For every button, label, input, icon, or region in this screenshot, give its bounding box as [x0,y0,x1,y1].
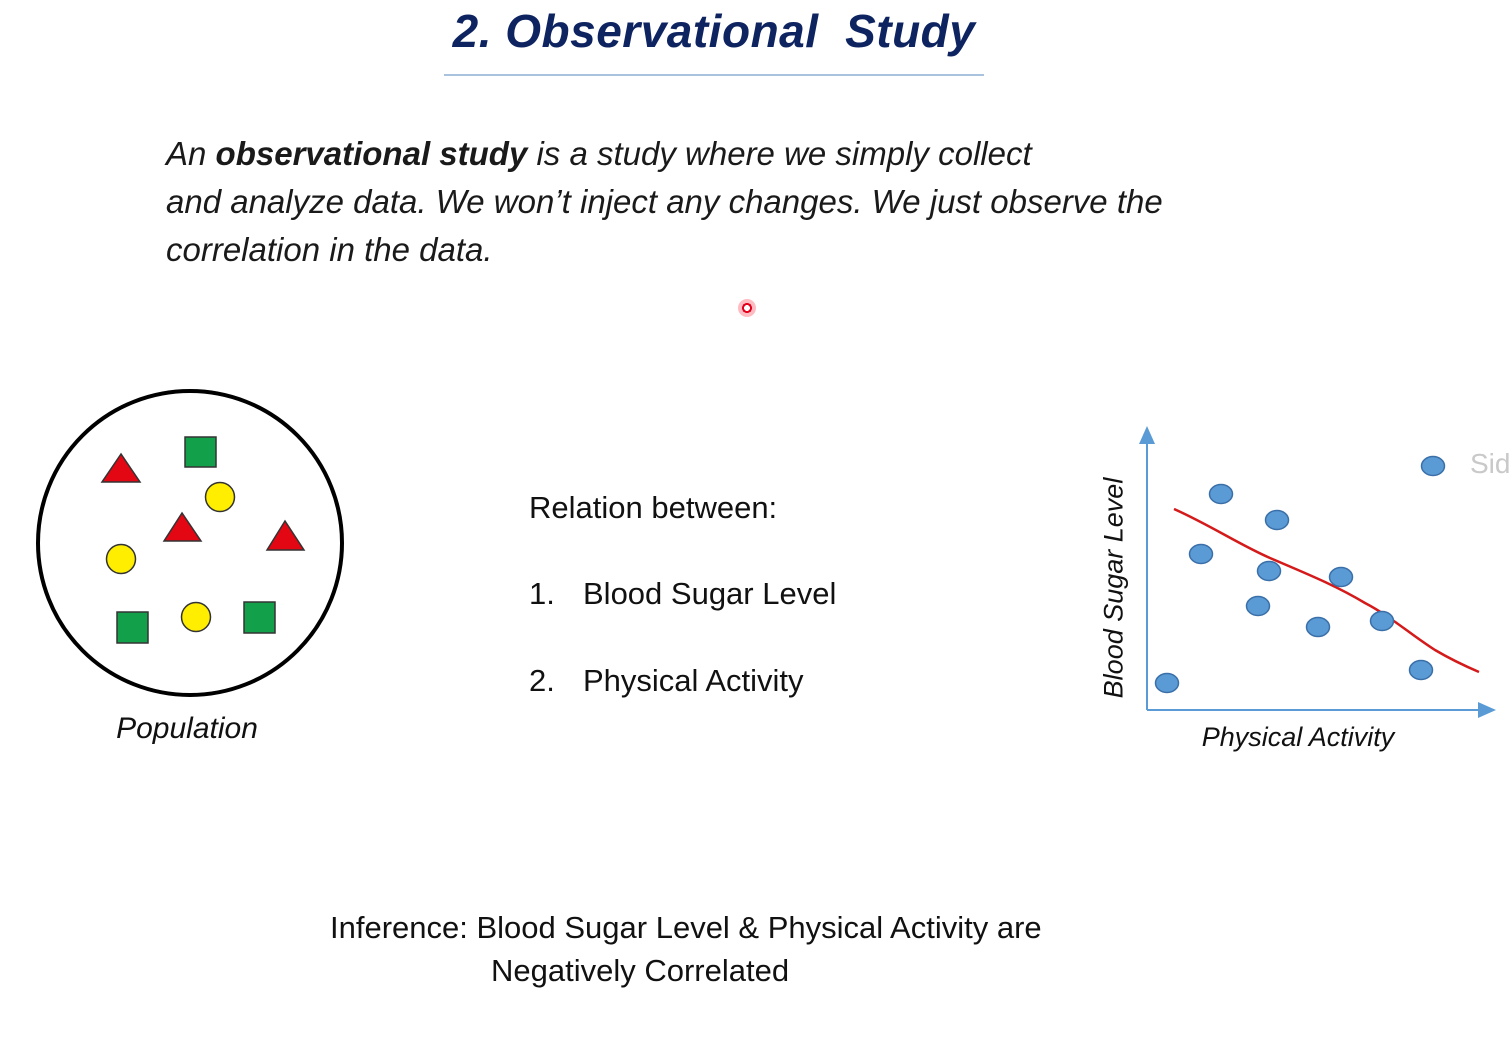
dot-shape [105,543,137,575]
intro-rest: is a study where we simply collect [527,135,1032,172]
title-underline [444,74,984,76]
relation-item-label: Physical Activity [583,663,804,698]
dot-shape [204,481,236,513]
x-axis-label: Physical Activity [1201,722,1395,752]
laser-pointer-icon [738,299,756,317]
slide-title: 2. Observational Study [452,5,976,57]
scatter-point [1245,595,1271,617]
relation-item-blood-sugar: 1. Blood Sugar Level [529,576,836,612]
triangle-shape [162,511,203,542]
intro-bold-term: observational study [215,135,528,172]
relation-item-physical-activity: 2. Physical Activity [529,663,804,699]
relation-heading: Relation between: [529,490,778,525]
trend-line [1173,507,1480,674]
y-axis-label: Blood Sugar Level [1098,477,1129,699]
scatter-point [1305,616,1331,638]
relation-item-label: Blood Sugar Level [583,576,837,611]
intro-line-2: and analyze data. We won’t inject any ch… [166,183,1163,220]
square-shape [243,601,276,634]
inference-line-2: Negatively Correlated [491,953,790,988]
scatter-point [1328,566,1354,588]
scatter-point [1154,672,1180,694]
scatter-point [1408,659,1434,681]
triangle-shape [100,452,142,483]
intro-prefix: An [166,135,216,172]
relation-item-number: 1. [529,576,555,611]
relation-item-number: 2. [529,663,555,698]
triangle-shape [265,519,306,551]
intro-line-3: correlation in the data. [166,231,493,268]
scatter-point [1369,610,1395,632]
intro-line-1: An observational study is a study where … [166,130,1316,178]
scatter-point [1264,509,1290,531]
population-label: Population [116,712,258,745]
intro-paragraph: An observational study is a study where … [166,130,1316,274]
scatter-point [1188,543,1214,565]
scatter-plot [1139,426,1496,718]
dot-shape [180,601,212,633]
scatter-point [1256,560,1282,582]
side-label-fragment: Sid [1470,448,1511,479]
population-diagram [36,389,344,697]
scatter-point [1208,483,1234,505]
square-shape [116,611,149,644]
scatter-point [1420,455,1446,477]
square-shape [184,436,217,468]
inference-line-1: Inference: Blood Sugar Level & Physical … [330,910,1042,945]
